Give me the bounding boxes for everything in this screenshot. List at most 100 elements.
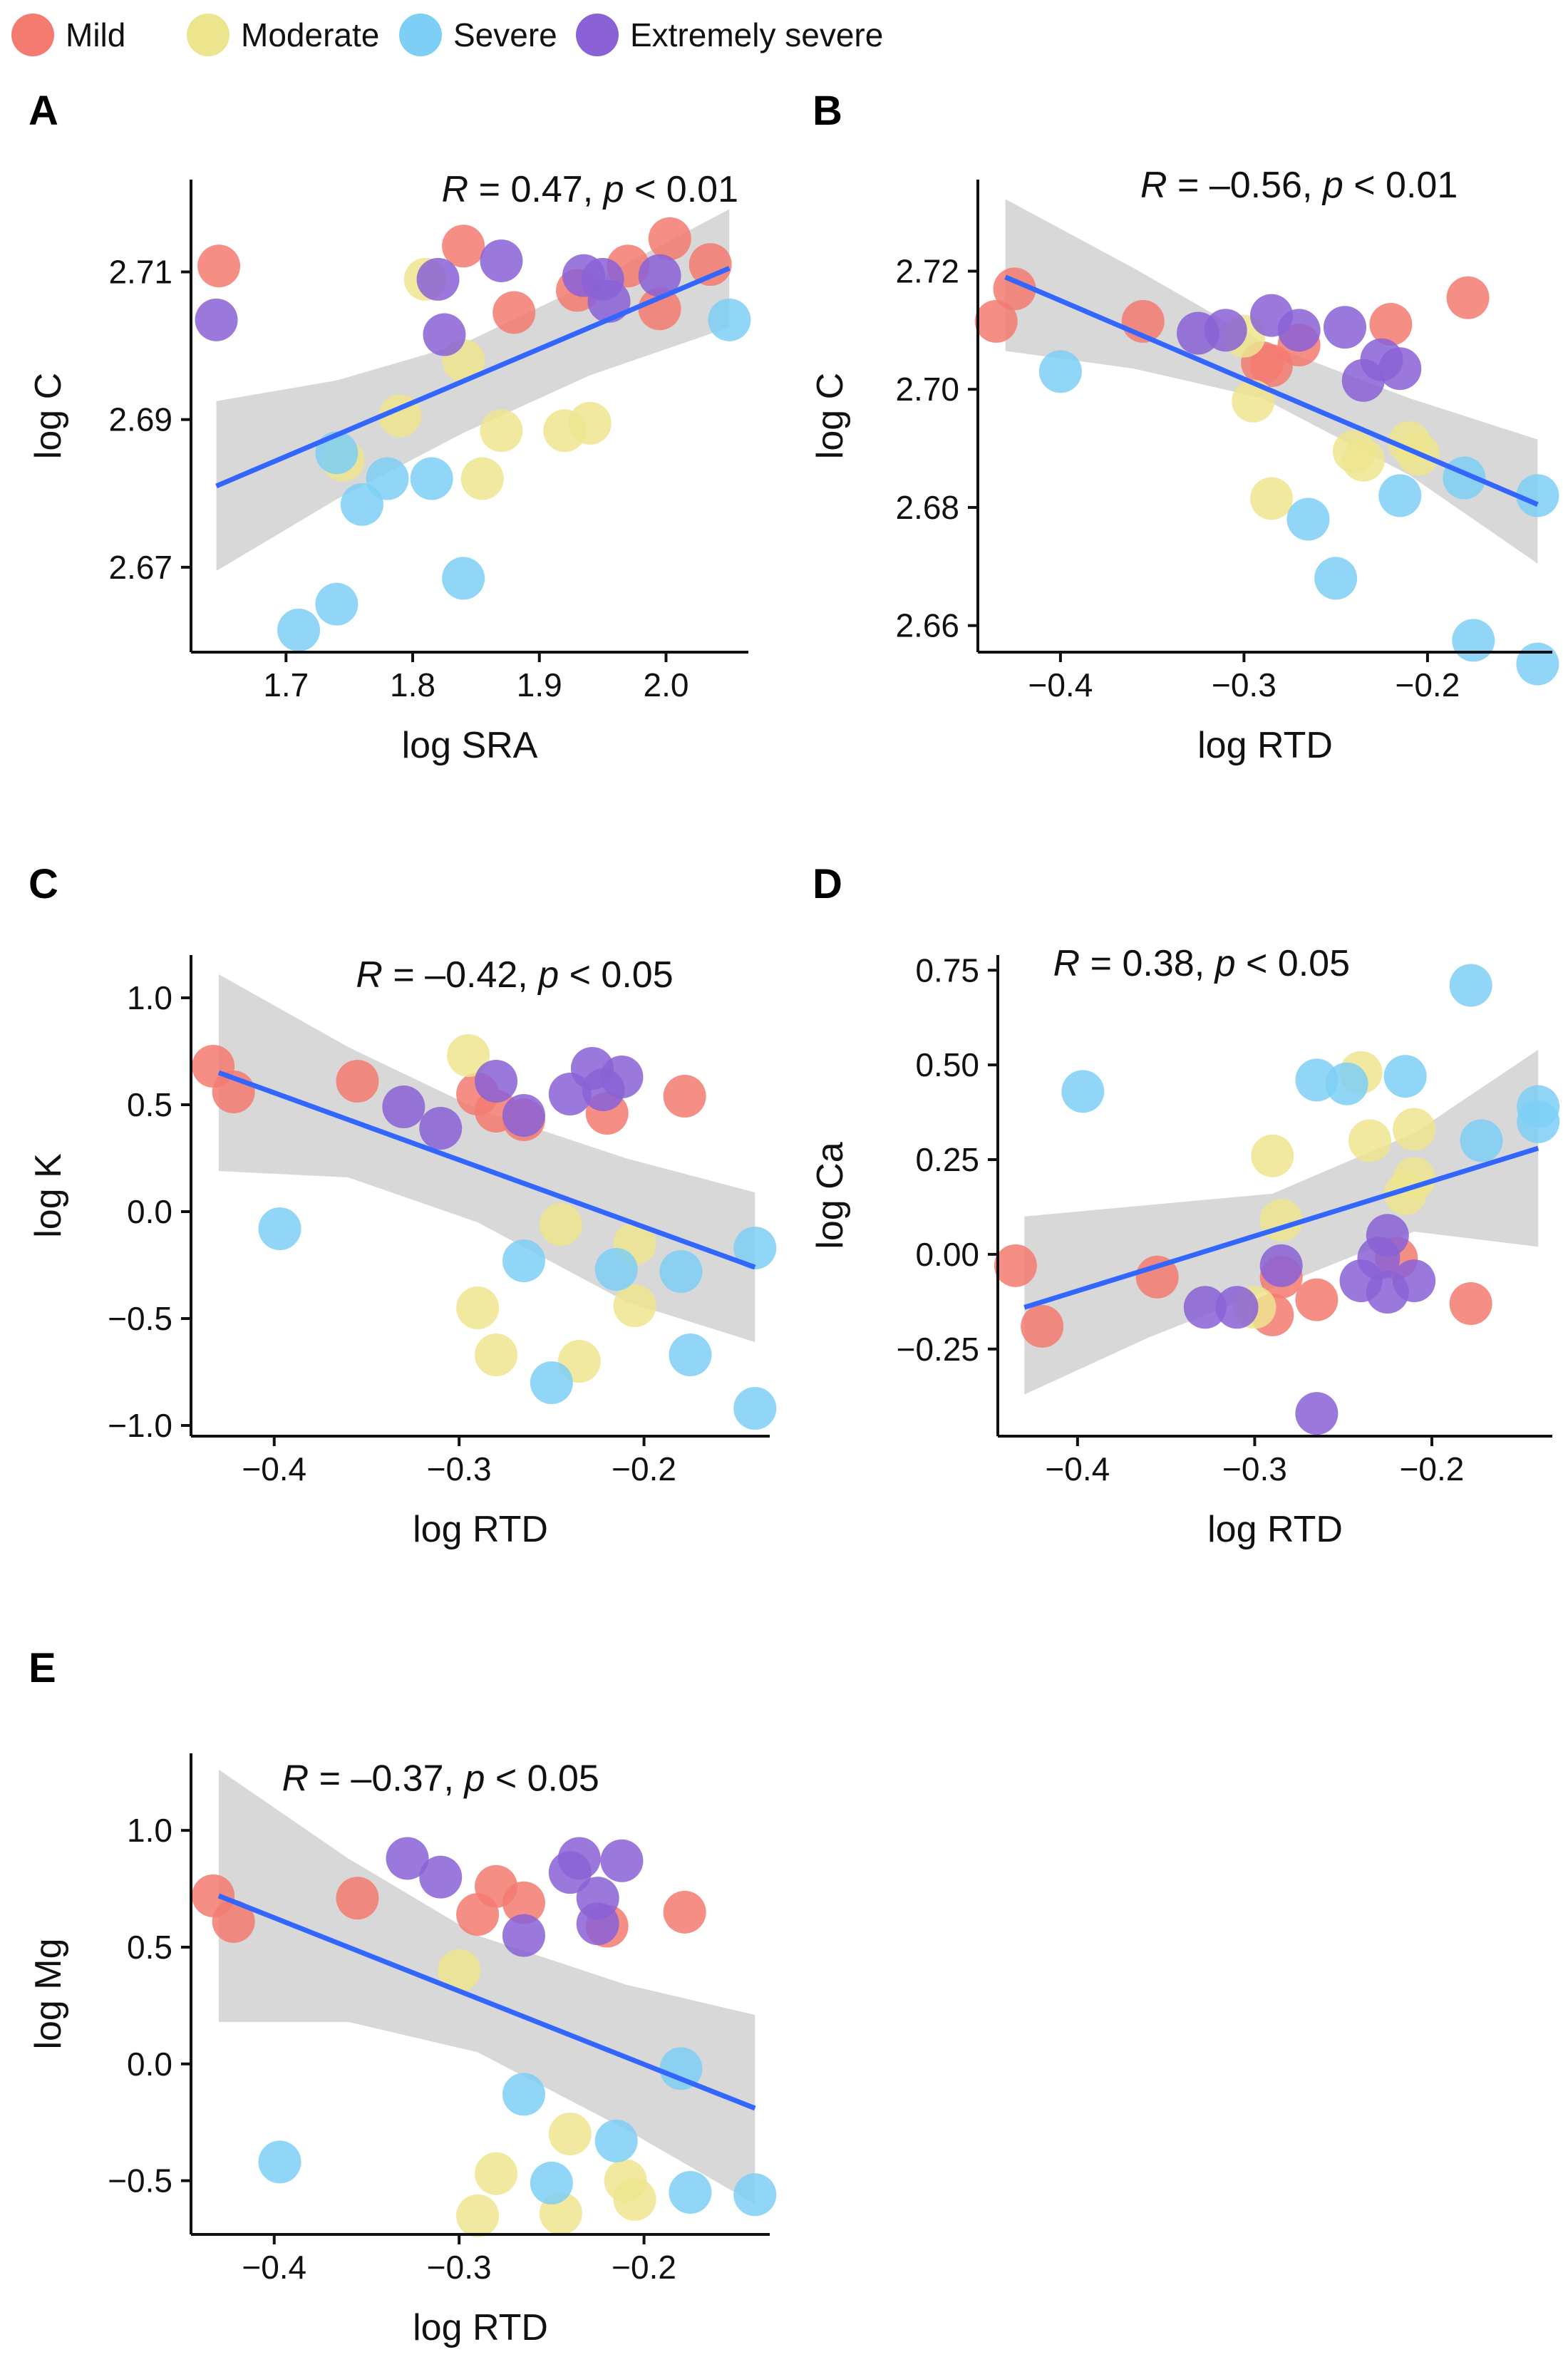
data-point: [456, 1286, 500, 1329]
panel-C: C −0.4 −0.3 −0.2 −1.0 −0.5 0.0 0.5 1.0 log RTD log…: [28, 861, 777, 1550]
data-point: [548, 2113, 592, 2156]
data-point: [212, 1899, 255, 1943]
data-point: [659, 1250, 703, 1293]
y-tick-label: 0.0: [127, 2046, 172, 2083]
data-point: [613, 1284, 656, 1327]
data-point: [502, 1239, 545, 1282]
data-point: [1061, 1070, 1105, 1113]
y-tick-label: 0.5: [127, 1086, 172, 1123]
data-point: [733, 1227, 777, 1269]
y-axis-title: log C: [28, 373, 69, 459]
data-point: [1259, 1199, 1303, 1242]
data-point: [336, 1877, 379, 1920]
y-axis-title: log K: [28, 1153, 69, 1238]
data-point: [419, 1107, 463, 1150]
data-point: [197, 244, 241, 288]
y-tick-label: 2.72: [895, 252, 959, 289]
data-point: [475, 2152, 518, 2195]
data-point: [502, 1914, 545, 1957]
data-point: [1038, 350, 1082, 393]
annotation-r-label: R: [282, 1758, 309, 1799]
data-point: [638, 254, 681, 297]
data-point: [1250, 477, 1294, 520]
data-point: [530, 2161, 573, 2204]
data-point: [1393, 1259, 1436, 1303]
data-point: [1295, 1392, 1339, 1435]
data-point: [688, 243, 732, 287]
data-point: [315, 582, 359, 626]
panel-letter: D: [813, 861, 842, 907]
data-point: [1204, 309, 1247, 352]
data-point: [1383, 1172, 1427, 1215]
data-point: [663, 1075, 706, 1118]
data-point: [460, 457, 504, 500]
data-point: [277, 608, 321, 651]
x-tick-label: −0.2: [612, 1450, 676, 1487]
x-tick-label: −0.3: [427, 2249, 492, 2286]
annotation-p-label: p: [1321, 165, 1343, 206]
data-point: [539, 1203, 582, 1246]
y-tick-label: 2.70: [895, 371, 959, 408]
data-point: [438, 1949, 481, 1992]
data-point: [382, 1085, 425, 1128]
x-tick-label: −0.2: [1400, 1450, 1465, 1487]
data-point: [600, 1839, 644, 1882]
stats-annotation: R = 0.38, p < 0.05: [1053, 943, 1350, 984]
x-tick-label: −0.2: [1395, 666, 1460, 703]
data-point: [1378, 347, 1422, 391]
y-tick-label: 2.68: [895, 489, 959, 526]
annotation-r-text: = 0.47,: [468, 169, 603, 210]
data-point: [456, 2194, 500, 2237]
legend-swatch-2: [399, 14, 442, 56]
data-point: [447, 1034, 490, 1077]
y-tick-label: −0.5: [108, 2162, 172, 2199]
y-tick-label: 0.75: [915, 951, 979, 989]
data-point: [669, 1334, 712, 1376]
data-point: [1449, 1281, 1492, 1325]
data-point: [1286, 497, 1330, 541]
data-point: [659, 2047, 703, 2090]
panel-letter: B: [813, 88, 842, 134]
panel-letter: C: [29, 861, 58, 907]
data-point: [475, 1334, 518, 1376]
x-tick-label: −0.3: [427, 1450, 492, 1487]
panel-A: A 1.7 1.8 1.9 2.0 2.67 2.69 2.71 log SRA log C R =…: [28, 88, 751, 766]
data-point: [258, 2140, 301, 2184]
data-point: [386, 1837, 429, 1880]
annotation-p-text: < 0.05: [485, 1758, 599, 1799]
panel-D: D −0.4 −0.3 −0.2 −0.25 0.00 0.25 0.50 0.75 log RT…: [810, 861, 1560, 1550]
annotation-r-text: = 0.38,: [1080, 943, 1214, 984]
y-tick-label: −1.0: [108, 1407, 172, 1444]
data-point: [1449, 964, 1492, 1007]
regression-line: [217, 1893, 756, 2111]
y-axis-title: log Ca: [810, 1142, 851, 1249]
data-point: [1378, 474, 1422, 517]
x-tick-label: 1.8: [390, 666, 435, 703]
data-point: [1259, 1244, 1303, 1287]
x-axis-title: log SRA: [402, 725, 538, 766]
data-point: [1460, 1119, 1503, 1162]
data-point: [195, 298, 238, 341]
data-point: [419, 1855, 463, 1899]
data-point: [258, 1207, 301, 1250]
data-point: [480, 239, 523, 282]
data-point: [1250, 344, 1294, 388]
data-point: [1021, 1304, 1064, 1348]
data-point: [993, 267, 1036, 311]
annotation-r-label: R: [1140, 165, 1167, 206]
legend-swatch-0: [11, 14, 54, 56]
regression-line: [1004, 274, 1539, 507]
annotation-r-label: R: [356, 954, 383, 996]
y-tick-label: 0.00: [915, 1236, 979, 1273]
annotation-p-text: < 0.05: [1236, 943, 1350, 984]
data-point: [315, 431, 359, 475]
y-tick-label: 1.0: [127, 979, 172, 1016]
annotation-r-text: = –0.56,: [1167, 165, 1323, 206]
data-point: [1517, 1085, 1560, 1128]
stats-annotation: R = –0.42, p < 0.05: [356, 954, 673, 996]
data-point: [1516, 642, 1559, 686]
regression-line: [1023, 1145, 1539, 1310]
annotation-p-text: < 0.05: [559, 954, 673, 996]
data-point: [492, 291, 536, 334]
